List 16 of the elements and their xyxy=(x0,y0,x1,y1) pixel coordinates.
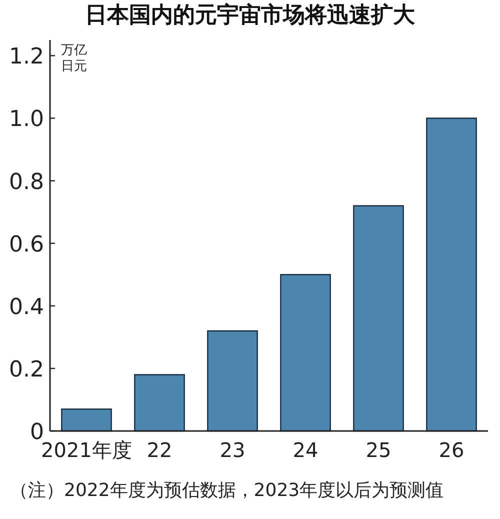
x-tick-label: 24 xyxy=(292,438,318,462)
y-tick-label: 0.8 xyxy=(9,170,44,195)
y-tick-label: 1.2 xyxy=(9,44,44,70)
x-tick-label: 26 xyxy=(438,438,464,462)
y-tick-label: 0.4 xyxy=(9,294,44,320)
y-tick-label: 0.2 xyxy=(9,357,44,382)
text: （注）2022年度为预估数据，2023年度以后为预测值 xyxy=(10,480,444,501)
y-tick-label: 0 xyxy=(30,420,44,445)
chart-title: 日本国内的元宇宙市场将迅速扩大 xyxy=(85,2,416,28)
x-tick-label: 25 xyxy=(366,438,392,462)
x-tick-label: 2021年度 xyxy=(41,438,132,462)
y-tick-label: 1.0 xyxy=(9,107,44,132)
x-tick-label: 22 xyxy=(146,438,172,462)
y-tick-label: 0.6 xyxy=(9,232,44,258)
y-axis-title: 万亿日元 xyxy=(61,43,87,74)
x-tick-label: 23 xyxy=(220,438,246,462)
